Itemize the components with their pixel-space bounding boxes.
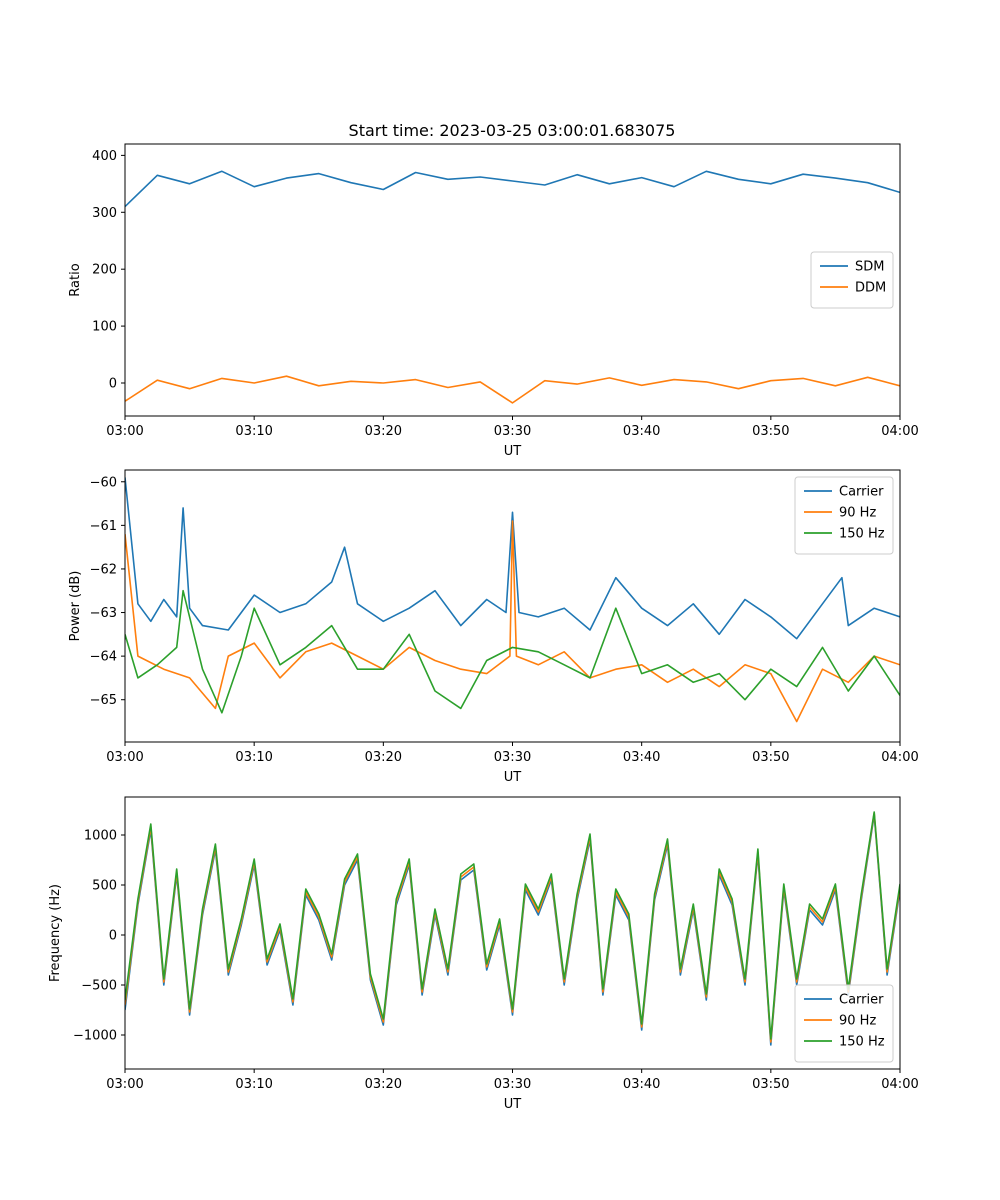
legend: Carrier 90 Hz 150 Hz xyxy=(794,984,894,1063)
x-tick-label: 04:00 xyxy=(881,424,918,439)
x-tick-label: 03:50 xyxy=(752,750,789,765)
y-tick-label: −62 xyxy=(90,562,117,577)
x-tick-label: 04:00 xyxy=(881,1077,918,1092)
x-tick-label: 03:10 xyxy=(235,1077,272,1092)
y-tick-label: 300 xyxy=(92,206,117,221)
legend-box xyxy=(794,476,894,555)
legend: Carrier 90 Hz 150 Hz xyxy=(794,476,894,555)
y-axis-label: Power (dB) xyxy=(68,571,83,642)
y-axis-label: Ratio xyxy=(68,263,83,296)
y-tick-label: −1000 xyxy=(73,1029,117,1044)
y-tick-label: 400 xyxy=(92,149,117,164)
x-axis-label: UT xyxy=(504,444,522,459)
y-tick-label: 0 xyxy=(109,929,117,944)
legend-label: 90 Hz xyxy=(839,506,876,521)
x-tick-label: 03:30 xyxy=(494,750,531,765)
x-tick-label: 03:10 xyxy=(235,424,272,439)
figure-title: Start time: 2023-03-25 03:00:01.683075 xyxy=(349,121,676,140)
legend-label: Carrier xyxy=(839,993,884,1008)
x-tick-label: 03:30 xyxy=(494,1077,531,1092)
series-line-ddm xyxy=(125,375,900,404)
y-tick-label: −64 xyxy=(90,650,117,665)
series-line-carrier xyxy=(125,477,900,640)
y-tick-label: 200 xyxy=(92,263,117,278)
series-line-sdm xyxy=(125,170,900,208)
legend-label: DDM xyxy=(855,281,886,296)
legend-box xyxy=(794,984,894,1063)
x-tick-label: 03:00 xyxy=(106,424,143,439)
series-line-90-hz xyxy=(125,520,900,723)
y-tick-label: 1000 xyxy=(84,829,117,844)
x-tick-label: 03:00 xyxy=(106,750,143,765)
y-tick-label: −60 xyxy=(90,475,117,490)
x-tick-label: 03:40 xyxy=(623,750,660,765)
x-tick-label: 03:20 xyxy=(365,424,402,439)
y-tick-label: 0 xyxy=(109,376,117,391)
legend: SDM DDM xyxy=(810,251,894,309)
chart-panel-2: 03:00 03:10 03:20 03:30 03:40 03:50 04:00 UT −65… xyxy=(68,469,919,785)
x-tick-label: 03:10 xyxy=(235,750,272,765)
legend-label: 150 Hz xyxy=(839,1035,885,1050)
chart-panel-1: 03:00 03:10 03:20 03:30 03:40 03:50 04:00 UT 0 10… xyxy=(68,143,919,459)
y-tick-label: −63 xyxy=(90,606,117,621)
x-tick-label: 03:40 xyxy=(623,1077,660,1092)
chart-panel-3: 03:00 03:10 03:20 03:30 03:40 03:50 04:00 UT −10… xyxy=(48,796,919,1112)
y-tick-label: −500 xyxy=(81,979,117,994)
series-line-150-hz xyxy=(125,589,900,714)
x-axis-label: UT xyxy=(504,770,522,785)
series-line-150-hz xyxy=(125,811,900,1040)
legend-label: Carrier xyxy=(839,485,884,500)
chart-panels: 03:00 03:10 03:20 03:30 03:40 03:50 04:00 UT 0 10… xyxy=(48,143,919,1112)
x-tick-label: 04:00 xyxy=(881,750,918,765)
legend-label: SDM xyxy=(855,260,884,275)
x-axis-label: UT xyxy=(504,1097,522,1112)
x-tick-label: 03:40 xyxy=(623,424,660,439)
x-tick-label: 03:20 xyxy=(365,750,402,765)
y-axis-label: Frequency (Hz) xyxy=(48,884,63,982)
y-tick-label: 100 xyxy=(92,320,117,335)
y-tick-label: 500 xyxy=(92,879,117,894)
x-tick-label: 03:00 xyxy=(106,1077,143,1092)
legend-label: 90 Hz xyxy=(839,1014,876,1029)
x-tick-label: 03:50 xyxy=(752,1077,789,1092)
x-tick-label: 03:20 xyxy=(365,1077,402,1092)
legend-label: 150 Hz xyxy=(839,527,885,542)
y-tick-label: −65 xyxy=(90,693,117,708)
y-tick-label: −61 xyxy=(90,519,117,534)
x-tick-label: 03:30 xyxy=(494,424,531,439)
x-tick-label: 03:50 xyxy=(752,424,789,439)
